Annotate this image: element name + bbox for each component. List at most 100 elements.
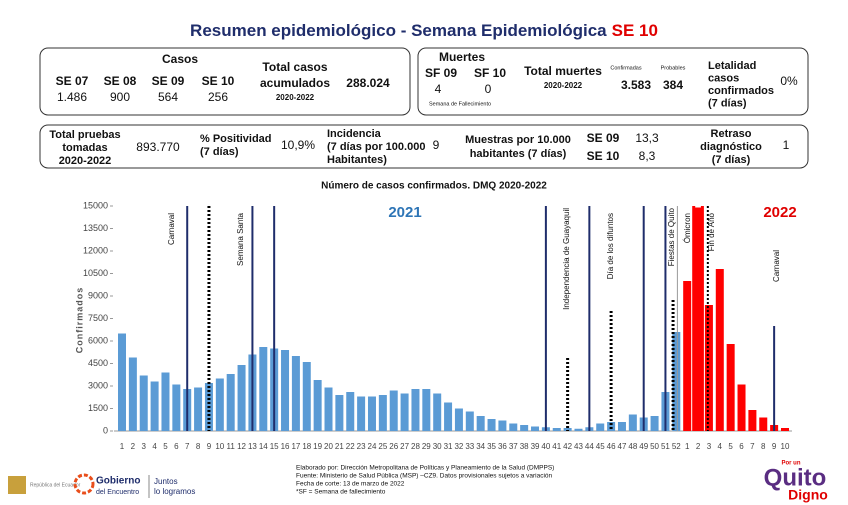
x-tick-label: 35 bbox=[487, 442, 496, 451]
week-value: 256 bbox=[208, 90, 228, 104]
x-tick-label: 17 bbox=[291, 442, 300, 451]
logo-juntos: Juntos bbox=[154, 477, 178, 486]
bar bbox=[694, 207, 703, 431]
casos-period: 2020-2022 bbox=[276, 93, 315, 102]
bar bbox=[672, 332, 681, 431]
probable-value: 384 bbox=[663, 78, 683, 92]
bar bbox=[357, 396, 366, 431]
bar bbox=[520, 425, 529, 431]
probable-label: Probables bbox=[661, 65, 686, 71]
casos-total-label: Total casos bbox=[262, 60, 327, 74]
x-tick-label: 1 bbox=[685, 442, 690, 451]
letalidad-label: Letalidad bbox=[708, 60, 756, 72]
annotation: Independencia de Guayaquil bbox=[562, 208, 571, 310]
bar bbox=[291, 356, 300, 431]
footer: República del Ecuador Gobierno del Encue… bbox=[8, 461, 828, 503]
bar bbox=[444, 402, 453, 431]
bar bbox=[498, 420, 507, 431]
bar bbox=[704, 305, 713, 431]
x-tick-label: 14 bbox=[259, 442, 268, 451]
bar bbox=[335, 395, 344, 431]
x-tick-label: 12 bbox=[237, 442, 246, 451]
bar bbox=[118, 333, 126, 431]
annotation: Carnaval bbox=[772, 250, 781, 282]
bar bbox=[139, 375, 148, 431]
y-tick-label: 9000 bbox=[88, 290, 108, 300]
x-tick-label: 29 bbox=[422, 442, 431, 451]
annotation: Día de los difuntos bbox=[606, 213, 615, 279]
y-tick-label: 10500 bbox=[83, 268, 108, 278]
week-label: SE 09 bbox=[152, 74, 185, 88]
x-tick-label: 25 bbox=[378, 442, 387, 451]
week-value: 900 bbox=[110, 90, 130, 104]
pruebas-label: 2020-2022 bbox=[59, 155, 112, 167]
x-tick-label: 19 bbox=[313, 442, 322, 451]
x-tick-label: 33 bbox=[465, 442, 474, 451]
bar bbox=[552, 428, 561, 431]
x-tick-label: 9 bbox=[772, 442, 777, 451]
x-tick-label: 11 bbox=[227, 442, 236, 451]
casos-title: Casos bbox=[162, 52, 198, 66]
sf-label: SF 10 bbox=[474, 66, 506, 80]
annotation: Carnaval bbox=[167, 213, 176, 245]
bar bbox=[281, 350, 290, 431]
x-tick-label: 42 bbox=[563, 442, 572, 451]
x-tick-label: 43 bbox=[574, 442, 583, 451]
week-label: SE 10 bbox=[202, 74, 235, 88]
bar bbox=[161, 372, 170, 431]
x-tick-label: 37 bbox=[509, 442, 518, 451]
x-tick-label: 23 bbox=[357, 442, 366, 451]
x-tick-label: 10 bbox=[215, 442, 224, 451]
y-tick-label: 13500 bbox=[83, 223, 108, 233]
incidencia-label: Habitantes) bbox=[327, 154, 387, 166]
y-tick-label: 1500 bbox=[88, 403, 108, 413]
series-label: 2022 bbox=[763, 204, 796, 221]
footer-line: Fecha de corte: 13 de marzo de 2022 bbox=[296, 481, 405, 488]
x-tick-label: 39 bbox=[531, 442, 540, 451]
title: Resumen epidemiológico - Semana Epidemio… bbox=[190, 21, 658, 40]
x-tick-label: 48 bbox=[628, 442, 637, 451]
x-tick-label: 3 bbox=[707, 442, 712, 451]
casos-total: 288.024 bbox=[346, 76, 390, 90]
series-label: 2021 bbox=[388, 204, 421, 221]
sf-label: SF 09 bbox=[425, 66, 457, 80]
x-tick-label: 9 bbox=[207, 442, 212, 451]
sf-value: 4 bbox=[435, 82, 442, 96]
muertes-period: 2020-2022 bbox=[544, 81, 583, 90]
muestras-value: 13,3 bbox=[635, 131, 659, 145]
logo-ecuador: República del Ecuador bbox=[30, 482, 81, 488]
bar bbox=[422, 389, 431, 431]
letalidad-value: 0% bbox=[780, 74, 798, 88]
bar bbox=[607, 422, 616, 431]
x-tick-label: 34 bbox=[476, 442, 485, 451]
bar bbox=[215, 378, 224, 431]
annotation: Semana Santa bbox=[236, 212, 245, 265]
y-tick-label: 6000 bbox=[88, 335, 108, 345]
y-axis-label: Confirmados bbox=[74, 287, 84, 354]
bar bbox=[726, 344, 735, 431]
bar bbox=[596, 423, 605, 431]
x-tick-label: 8 bbox=[761, 442, 766, 451]
x-tick-label: 50 bbox=[650, 442, 659, 451]
sf-value: 0 bbox=[485, 82, 492, 96]
x-tick-label: 4 bbox=[152, 442, 157, 451]
positividad-label: % Positividad bbox=[200, 133, 272, 145]
x-tick-label: 4 bbox=[718, 442, 723, 451]
x-tick-label: 49 bbox=[639, 442, 648, 451]
x-tick-label: 38 bbox=[520, 442, 529, 451]
annotation: Fiestas de Quito bbox=[667, 207, 676, 266]
x-tick-label: 24 bbox=[368, 442, 377, 451]
retraso-label: diagnóstico bbox=[700, 141, 762, 153]
bar bbox=[302, 362, 311, 431]
x-tick-label: 2 bbox=[131, 442, 136, 451]
bar bbox=[563, 428, 572, 431]
bar bbox=[531, 426, 540, 431]
bar bbox=[259, 347, 268, 431]
week-value: 564 bbox=[158, 90, 178, 104]
letalidad-label: confirmados bbox=[708, 85, 774, 97]
muestras-week: SE 09 bbox=[587, 131, 620, 145]
bar bbox=[617, 422, 626, 431]
x-tick-label: 5 bbox=[728, 442, 733, 451]
x-tick-label: 3 bbox=[142, 442, 147, 451]
bar bbox=[324, 387, 333, 431]
